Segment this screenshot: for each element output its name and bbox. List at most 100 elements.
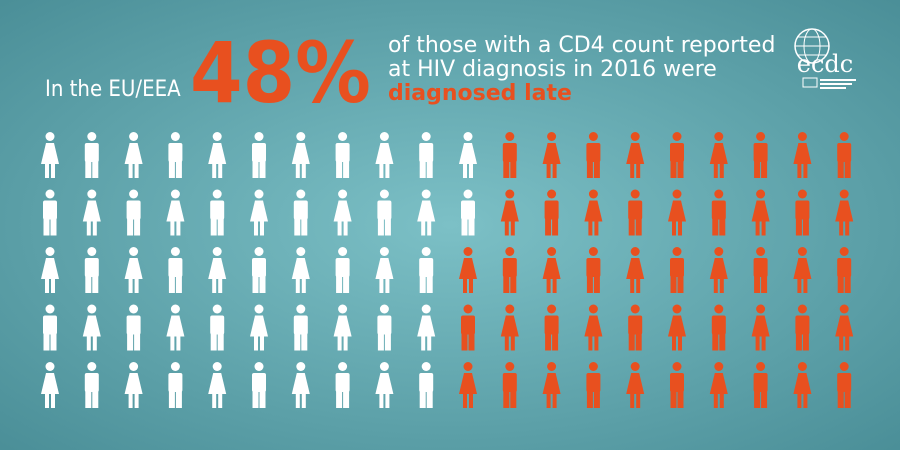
male-icon [210,304,225,351]
female-icon [82,304,101,351]
male-icon [837,362,852,408]
male-icon [335,132,350,178]
male-icon [461,189,475,236]
female-icon [668,304,686,351]
female-icon [459,132,477,178]
female-icon [375,247,394,293]
male-icon [126,304,141,351]
text-line: of those with a CD4 count reported [388,33,775,58]
male-icon [43,304,57,351]
female-icon [250,189,268,236]
male-icon [377,189,392,236]
female-icon [375,362,394,408]
male-icon [126,189,141,236]
male-icon [168,362,183,408]
female-icon [793,362,812,408]
female-icon [751,189,770,236]
male-icon [335,247,350,293]
female-icon [626,132,645,178]
female-icon [626,247,645,293]
male-icon [84,362,99,408]
male-icon [628,304,643,351]
male-icon [670,247,684,293]
female-icon [500,304,519,351]
male-icon [252,132,266,178]
male-icon [419,132,434,178]
male-icon [544,304,559,351]
female-icon [41,247,59,293]
male-icon [837,132,852,178]
prefix: In the EU/EEA [45,77,181,102]
female-icon [124,132,143,178]
male-icon [419,362,434,408]
female-icon [709,247,728,293]
female-icon [459,247,477,293]
female-icon [542,247,561,293]
female-icon [208,132,227,178]
male-icon [544,189,559,236]
male-icon [795,304,810,351]
male-icon [168,132,183,178]
male-icon [168,247,183,293]
male-icon [753,362,768,408]
male-icon [293,189,308,236]
male-icon [293,304,308,351]
female-icon [835,189,854,236]
female-icon [751,304,770,351]
female-icon [417,304,436,351]
female-icon [542,362,561,408]
logo: ecdc [794,28,856,89]
female-icon [41,132,59,178]
female-icon [668,189,686,236]
female-icon [208,247,227,293]
male-icon [377,304,392,351]
male-icon [586,247,601,293]
female-icon [82,189,101,236]
female-icon [375,132,394,178]
male-icon [210,189,225,236]
emphasis: diagnosed late [388,81,572,106]
female-icon [166,189,185,236]
male-icon [586,132,601,178]
male-icon [84,247,99,293]
female-icon [835,304,854,351]
female-icon [584,304,603,351]
male-icon [335,362,350,408]
male-icon [502,132,517,178]
female-icon [793,132,812,178]
female-icon [250,304,268,351]
text-line: at HIV diagnosis in 2016 were [388,57,717,82]
female-icon [124,247,143,293]
female-icon [291,132,310,178]
male-icon [419,247,434,293]
female-icon [709,132,728,178]
female-icon [584,189,603,236]
male-icon [502,247,517,293]
male-icon [670,132,684,178]
female-icon [417,189,436,236]
female-icon [166,304,185,351]
male-icon [711,189,726,236]
female-icon [291,362,310,408]
male-icon [586,362,601,408]
male-icon [711,304,726,351]
female-icon [124,362,143,408]
male-icon [628,189,643,236]
female-icon [542,132,561,178]
male-icon [43,189,57,236]
male-icon [753,247,768,293]
male-icon [252,362,266,408]
male-icon [84,132,99,178]
female-icon [793,247,812,293]
male-icon [461,304,475,351]
female-icon [333,304,352,351]
male-icon [502,362,517,408]
female-icon [626,362,645,408]
female-icon [291,247,310,293]
percent: 48% [190,24,371,122]
logo-text: ecdc [797,50,853,78]
male-icon [252,247,266,293]
